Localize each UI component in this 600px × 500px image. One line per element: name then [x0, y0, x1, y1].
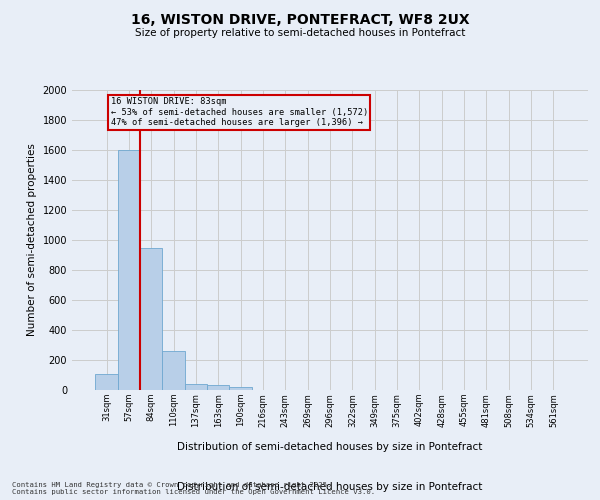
Text: 16, WISTON DRIVE, PONTEFRACT, WF8 2UX: 16, WISTON DRIVE, PONTEFRACT, WF8 2UX	[131, 12, 469, 26]
Bar	[140, 248, 163, 390]
Text: Contains HM Land Registry data © Crown copyright and database right 2025.
Contai: Contains HM Land Registry data © Crown c…	[12, 482, 375, 495]
Text: Distribution of semi-detached houses by size in Pontefract: Distribution of semi-detached houses by …	[178, 442, 482, 452]
X-axis label: Distribution of semi-detached houses by size in Pontefract: Distribution of semi-detached houses by …	[178, 482, 482, 492]
Bar	[185, 384, 207, 390]
Text: 16 WISTON DRIVE: 83sqm
← 53% of semi-detached houses are smaller (1,572)
47% of : 16 WISTON DRIVE: 83sqm ← 53% of semi-det…	[110, 98, 368, 128]
Y-axis label: Number of semi-detached properties: Number of semi-detached properties	[27, 144, 37, 336]
Bar	[207, 385, 229, 390]
Bar	[118, 150, 140, 390]
Bar	[163, 351, 185, 390]
Text: Size of property relative to semi-detached houses in Pontefract: Size of property relative to semi-detach…	[135, 28, 465, 38]
Bar	[95, 374, 118, 390]
Bar	[229, 387, 252, 390]
